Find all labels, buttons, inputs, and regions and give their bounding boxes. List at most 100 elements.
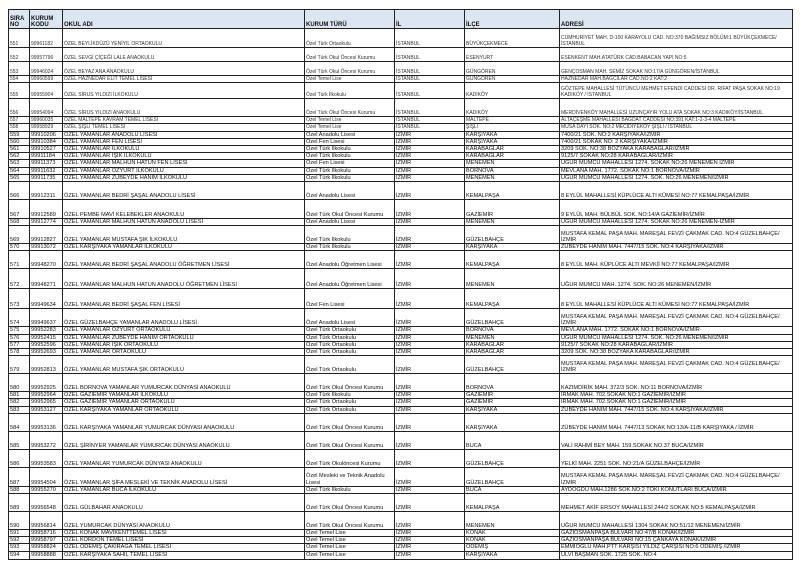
cell-kurum-kodu: 99952813 bbox=[29, 355, 63, 375]
cell-sira-no: 561 bbox=[8, 145, 30, 154]
cell-ilce: BORNOVA bbox=[464, 373, 560, 393]
cell-adresi: ALTAÇEŞME MAHALLESİ BAĞDAT CADDESİ NO:39… bbox=[559, 116, 793, 125]
table-row: 575 99952283 ÖZEL YAMANLAR ÖZYURT ORTAOKUL… bbox=[8, 326, 793, 335]
cell-il: İSTANBUL bbox=[394, 116, 465, 125]
table-row: 590 99956814 ÖZEL YUMURCAK DÜNYASI ANAOKUL… bbox=[8, 511, 793, 531]
table-row: 593 99958824 ÖZEL ÖDEMİŞ ÇAKIRAĞA TEMEL Lİ… bbox=[8, 543, 793, 552]
cell-il: İZMİR bbox=[394, 308, 465, 328]
table-row: 577 99952596 ÖZEL YAMANLAR IŞIK ORTAOKULU Ö… bbox=[8, 340, 793, 350]
school-list-table: SIRA NO KURUM KODU OKUL ADI KURUM TÜRÜ İL İLÇ… bbox=[8, 9, 793, 560]
table-row: 582 99952965 ÖZEL GAZİEMİR YAMANLAR ORTAOK… bbox=[8, 398, 793, 407]
cell-adresi: AYDOĞDU MAH.1286 SOK.NO:2 TOKİ KONUTLARI… bbox=[559, 485, 793, 495]
cell-kurum-turu: Özel Türk İlkokulu bbox=[304, 485, 395, 495]
cell-okul-adi: ÖZEL ŞİŞLİ TEMEL LİSESİ bbox=[62, 123, 305, 132]
cell-adresi: MUSA DAYI SOK. NO:2 MECİDİYEKÖY ŞİŞLİ / … bbox=[559, 123, 793, 132]
cell-il: İSTANBUL bbox=[394, 82, 465, 100]
cell-ilce: KADIKÖY bbox=[464, 98, 560, 118]
cell-kurum-kodu: 99955270 bbox=[29, 485, 63, 495]
cell-kurum-turu: Özel Temel Lise bbox=[304, 123, 395, 132]
cell-ilce: KARŞIYAKA bbox=[464, 550, 560, 560]
table-row: 569 99912827 ÖZEL YAMANLAR MUSTAFA ŞIK İLK… bbox=[8, 225, 793, 245]
cell-kurum-turu: Özel Türk Okul Öncesi Kurumu bbox=[304, 412, 395, 432]
cell-kurum-kodu: 99949637 bbox=[29, 308, 63, 328]
cell-il: İZMİR bbox=[394, 485, 465, 495]
cell-il: İSTANBUL bbox=[394, 74, 465, 84]
table-row: 555 99955904 ÖZEL SİRUS YILDIZI İLKOKULU Öz… bbox=[8, 82, 793, 100]
cell-okul-adi: ÖZEL YAMANLAR BEDRİ ŞAŞAL FEN LİSESİ bbox=[62, 288, 305, 310]
cell-kurum-kodu: 99954094 bbox=[29, 98, 63, 118]
table-row: 572 99948271 ÖZEL YAMANLAR MALHUN HATUN AN… bbox=[8, 268, 793, 290]
cell-okul-adi: ÖZEL KARŞIYAKA YAMANLAR İLKOKULU bbox=[62, 243, 305, 252]
cell-adresi: 7400/21 SOK. NO:2 KARŞIYAKA/İZMİR bbox=[559, 130, 793, 139]
cell-adresi: UĞUR MUMCU MAHALLESİ 1304 SOKAK NO:51/12… bbox=[559, 511, 793, 531]
cell-kurum-turu: Özel Türk Ortaokulu bbox=[304, 333, 395, 342]
table-header-row: SIRA NO KURUM KODU OKUL ADI KURUM TÜRÜ İL İLÇ… bbox=[8, 9, 793, 29]
table-row: 566 99912311 ÖZEL YAMANLAR BEDRİ ŞAŞAL ANA… bbox=[8, 181, 793, 201]
cell-adresi: UĞUR MUMCU MAH. 1274. SOK. NO:26 MENEMEN… bbox=[559, 268, 793, 290]
cell-okul-adi: ÖZEL KARŞIYAKA YAMANLAR YUMURCAK DÜNYASI… bbox=[62, 412, 305, 432]
cell-adresi: 8 EYLÜL MAHALLESİ KÜPLÜCE ALTI KÜMESİ NO… bbox=[559, 288, 793, 310]
cell-kurum-turu: Özel Türk İlkokulu bbox=[304, 243, 395, 252]
cell-kurum-turu: Özel Türk Okul Öncesi Kurumu bbox=[304, 199, 395, 220]
cell-kurum-kodu: 99911632 bbox=[29, 166, 63, 175]
cell-ilce: MENEMEN bbox=[464, 159, 560, 168]
cell-il: İZMİR bbox=[394, 199, 465, 220]
cell-ilce: GÜZELBAHÇE bbox=[464, 308, 560, 328]
cell-kurum-turu: Özel Temel Lise bbox=[304, 116, 395, 125]
cell-adresi: MEVLANA MAH. 1772. SOKAK NO:1 BORNOVA/İZ… bbox=[559, 326, 793, 335]
table-row: 581 99952964 ÖZEL GAZİEMİR YAMANLAR İLKOKU… bbox=[8, 391, 793, 400]
cell-kurum-kodu: 99911184 bbox=[29, 152, 63, 161]
cell-sira-no: 576 bbox=[8, 333, 30, 342]
cell-il: İZMİR bbox=[394, 243, 465, 252]
table-row: 594 99958888 ÖZEL KARŞIYAKA SAHİL TEMEL Lİ… bbox=[8, 550, 793, 560]
cell-okul-adi: ÖZEL YAMANLAR ÖZYURT İLKOKULU bbox=[62, 166, 305, 175]
cell-kurum-kodu: 99912774 bbox=[29, 218, 63, 227]
cell-ilce: KARŞIYAKA bbox=[464, 243, 560, 252]
cell-ilce: BUCA bbox=[464, 485, 560, 495]
cell-kurum-turu: Özel Türk Ortaokulu bbox=[304, 28, 395, 48]
cell-sira-no: 582 bbox=[8, 398, 30, 407]
cell-il: İSTANBUL bbox=[394, 98, 465, 118]
cell-ilce: KEMALPAŞA bbox=[464, 181, 560, 201]
cell-kurum-turu: Özel Anadolu Lisesi bbox=[304, 181, 395, 201]
cell-il: İZMİR bbox=[394, 326, 465, 335]
cell-adresi: CUMHURİYET MAH. D-100 KARAYOLU CAD. NO:3… bbox=[559, 28, 793, 48]
cell-ilce: GAZİEMİR bbox=[464, 391, 560, 400]
cell-il: İZMİR bbox=[394, 543, 465, 552]
cell-adresi: KAZIMDİRİK MAH. 372/3 SOK. NO:11 BORNOVA… bbox=[559, 373, 793, 393]
cell-adresi: ULVİ BAŞMAN SOK. 1725 SOK. NO:4 bbox=[559, 550, 793, 560]
cell-kurum-turu: Özel Türk İlkokulu bbox=[304, 225, 395, 245]
cell-ilce: MENEMEN bbox=[464, 218, 560, 227]
cell-il: İZMİR bbox=[394, 225, 465, 245]
table-row: 573 99949634 ÖZEL YAMANLAR BEDRİ ŞAŞAL FEN… bbox=[8, 288, 793, 310]
cell-kurum-kodu: 99958824 bbox=[29, 543, 63, 552]
cell-ilce: KARABAĞLAR bbox=[464, 348, 560, 357]
table-row: 580 99952925 ÖZEL BORNOVA YAMANLAR YUMURCA… bbox=[8, 373, 793, 393]
table-row: 583 99953127 ÖZEL KARŞIYAKA YAMANLAR ORTAO… bbox=[8, 405, 793, 414]
cell-adresi: 9125/7 SOKAK NO:28 KARABAĞLAR/İZMİR bbox=[559, 340, 793, 350]
cell-okul-adi: ÖZEL YAMANLAR MUSTAFA ŞIK İLKOKULU bbox=[62, 225, 305, 245]
cell-sira-no: 578 bbox=[8, 348, 30, 357]
cell-adresi: MUSTAFA KEMAL PAŞA MAH. MAREŞAL FEVZİ ÇA… bbox=[559, 466, 793, 487]
cell-adresi: UĞUR MUMCU MAHALLESİ 1274. SOK. NO:26 ME… bbox=[559, 173, 793, 183]
table-row: 587 99954504 ÖZEL YAMANLAR ŞİFA MESLEKİ VE… bbox=[8, 466, 793, 487]
cell-okul-adi: ÖZEL SİRUS YILDIZI ANAOKULU bbox=[62, 98, 305, 118]
cell-kurum-kodu: 99958888 bbox=[29, 550, 63, 560]
cell-kurum-turu: Özel Türk Okul Öncesi Kurumu bbox=[304, 373, 395, 393]
cell-sira-no: 589 bbox=[8, 493, 30, 513]
cell-kurum-kodu: 99910384 bbox=[29, 137, 63, 147]
cell-okul-adi: ÖZEL YAMANLAR BEDRİ ŞAŞAL ANADOLU LİSESİ bbox=[62, 181, 305, 201]
cell-ilce: KARABAĞLAR bbox=[464, 145, 560, 154]
cell-kurum-kodu: 99953127 bbox=[29, 405, 63, 414]
cell-adresi: UĞUR MUMCU MAHALLESİ 1274. SOK. NO:26 ME… bbox=[559, 333, 793, 342]
cell-okul-adi: ÖZEL YAMANLAR YUMURCAK DÜNYASI ANAOKULU bbox=[62, 448, 305, 468]
cell-sira-no: 563 bbox=[8, 159, 30, 168]
cell-il: İZMİR bbox=[394, 166, 465, 175]
cell-adresi: UĞUR MUMCU MAHALLESİ 1274. SOKAK NO:26 M… bbox=[559, 218, 793, 227]
cell-okul-adi: ÖZEL GÜZELBAHÇE YAMANLAR ANADOLU LİSESİ bbox=[62, 308, 305, 328]
cell-sira-no: 588 bbox=[8, 485, 30, 495]
cell-okul-adi: ÖZEL YAMANLAR MUSTAFA ŞIK ORTAOKULU bbox=[62, 355, 305, 375]
cell-kurum-kodu: 99960599 bbox=[29, 74, 63, 84]
cell-adresi: VALİ RAHMİ BEY MAH. 159.SOKAK NO.37 BUCA… bbox=[559, 430, 793, 450]
cell-kurum-kodu: 99952693 bbox=[29, 348, 63, 357]
